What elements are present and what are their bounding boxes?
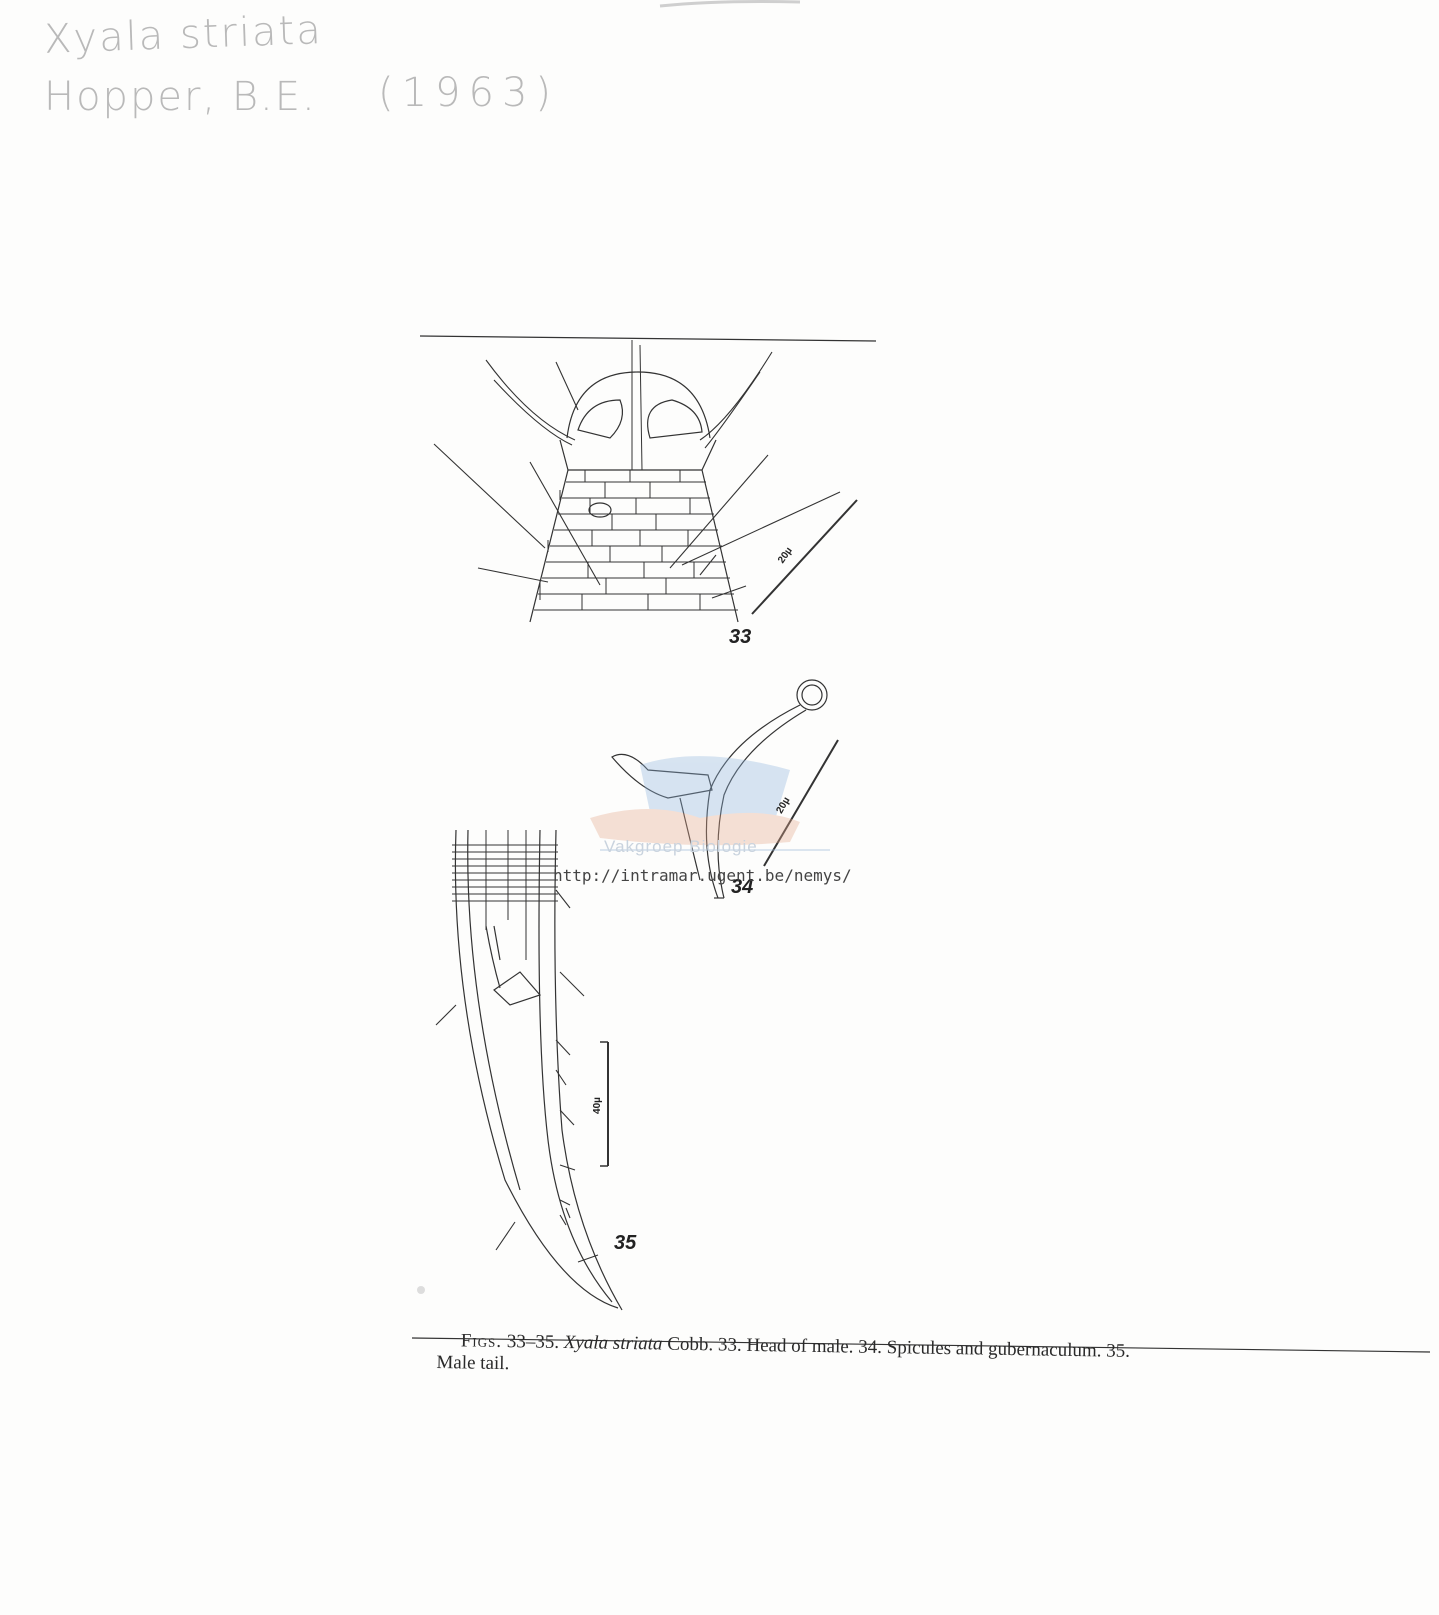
caption-range: 33–35.	[501, 1331, 564, 1353]
tail-inner-left	[467, 829, 521, 1191]
tail-inner-right	[538, 829, 613, 1303]
cephalic-setae	[433, 351, 841, 599]
figure-34-label: 34	[731, 876, 754, 898]
head-collar	[559, 439, 717, 471]
figure-35-tail-drawing	[417, 829, 623, 1311]
cuticle-annules	[534, 470, 738, 611]
handwritten-author: Hopper, B.E.	[44, 74, 317, 120]
figure-35-label: 35	[614, 1232, 637, 1254]
caption-prefix: Figs.	[460, 1330, 503, 1353]
tail-outer-left	[454, 829, 619, 1309]
tail-annules	[452, 844, 558, 902]
spicule-head-ring	[796, 679, 828, 711]
figure-35-scale-label: 40µ	[591, 1097, 603, 1114]
handwritten-year: (1963)	[378, 70, 560, 116]
tail-outer-right	[554, 829, 623, 1311]
watermark-logo	[590, 756, 830, 851]
spicule-head-ring-inner	[801, 684, 823, 706]
figure-33-label: 33	[729, 626, 752, 648]
tail-gubernaculum	[493, 971, 542, 1006]
top-rule	[419, 335, 877, 342]
scan-speck	[417, 1286, 425, 1294]
gubernaculum-keel	[679, 797, 701, 881]
bottom-rule	[411, 1337, 1431, 1353]
tail-setae	[435, 889, 599, 1263]
amphid-spot	[588, 502, 612, 518]
watermark-organization: Vakgroep Biologie	[604, 837, 758, 856]
scale-bar-34	[763, 739, 839, 867]
figure-34-spicule-drawing	[611, 679, 839, 899]
amphid-left	[577, 399, 623, 439]
scan-smudge	[659, 0, 801, 8]
amphid-right	[647, 399, 703, 439]
caption-species: Xyala striata	[563, 1331, 663, 1355]
body-left-edge	[529, 469, 569, 623]
spicule-shaft-inner	[717, 709, 807, 899]
tail-internal-lines	[485, 830, 527, 960]
watermark-url: http://intramar.ugent.be/nemys/	[553, 866, 852, 885]
stoma-lines	[631, 340, 643, 471]
figure-33-head-drawing	[433, 340, 858, 623]
head-cap	[566, 371, 711, 439]
scale-bar-33	[751, 499, 858, 615]
gubernaculum	[611, 753, 713, 799]
tail-spicule	[485, 925, 501, 989]
